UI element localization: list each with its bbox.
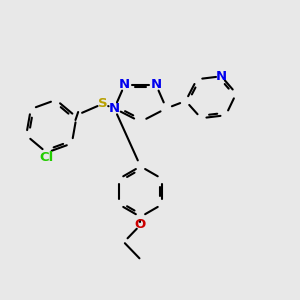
Text: N: N (119, 78, 130, 91)
Text: N: N (216, 70, 227, 83)
Text: S: S (98, 98, 107, 110)
Text: N: N (109, 102, 120, 115)
Text: N: N (150, 78, 161, 91)
Text: O: O (135, 218, 146, 231)
Text: Cl: Cl (40, 152, 54, 164)
